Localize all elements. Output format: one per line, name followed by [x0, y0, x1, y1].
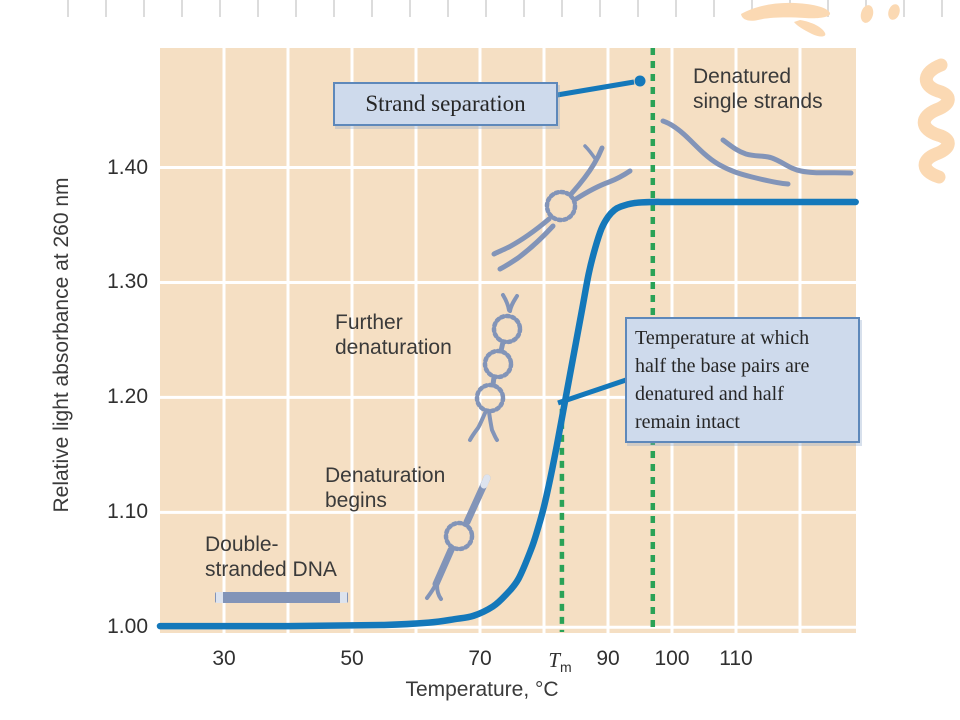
x-tick-label: 110 [719, 647, 753, 670]
strand-separation-leader-dot [634, 75, 646, 87]
label-further-denaturation: Further denaturation [335, 311, 452, 359]
y-tick-label: 1.30 [107, 270, 148, 294]
callout-tm-explanation: Temperature at which half the base pairs… [625, 317, 860, 443]
double-stranded-dna-icon [215, 592, 348, 603]
further-denaturation-dna-icon [468, 293, 523, 442]
x-tick-label: 90 [596, 647, 620, 670]
gridlines [160, 48, 856, 633]
y-tick-label: 1.00 [107, 615, 148, 639]
leader-lines [556, 75, 646, 406]
label-double-stranded-dna: Double- stranded DNA [205, 533, 337, 581]
label-denaturation-begins: Denaturation begins [325, 464, 446, 512]
partially-denatured-dna-icon [491, 144, 633, 272]
tm-symbol: T [548, 648, 560, 672]
y-tick-label: 1.10 [107, 500, 148, 524]
tm-callout-leader-line [557, 377, 627, 406]
y-tick-label: 1.40 [107, 155, 148, 179]
melting-curve-line [156, 198, 859, 630]
x-tick-label: 100 [654, 647, 690, 670]
tm-subscript: m [560, 659, 572, 676]
denatured-single-strand-icons [660, 118, 854, 187]
y-tick-label: 1.20 [107, 385, 148, 409]
x-tick-label: 30 [212, 647, 236, 670]
y-axis-title: Relative light absorbance at 260 nm [50, 177, 73, 513]
label-denatured-single-strands: Denatured single strands [693, 65, 823, 113]
callout-strand-separation: Strand separation [333, 82, 558, 126]
x-tick-label: 50 [340, 647, 364, 670]
strand-separation-leader-line [556, 79, 635, 98]
denaturation-begins-dna-icon [425, 474, 491, 601]
x-tick-label: 70 [468, 647, 492, 670]
watermark [741, 2, 955, 184]
x-axis-title: Temperature, °C [405, 678, 559, 701]
x-tick-label-tm: Tm [538, 648, 582, 675]
